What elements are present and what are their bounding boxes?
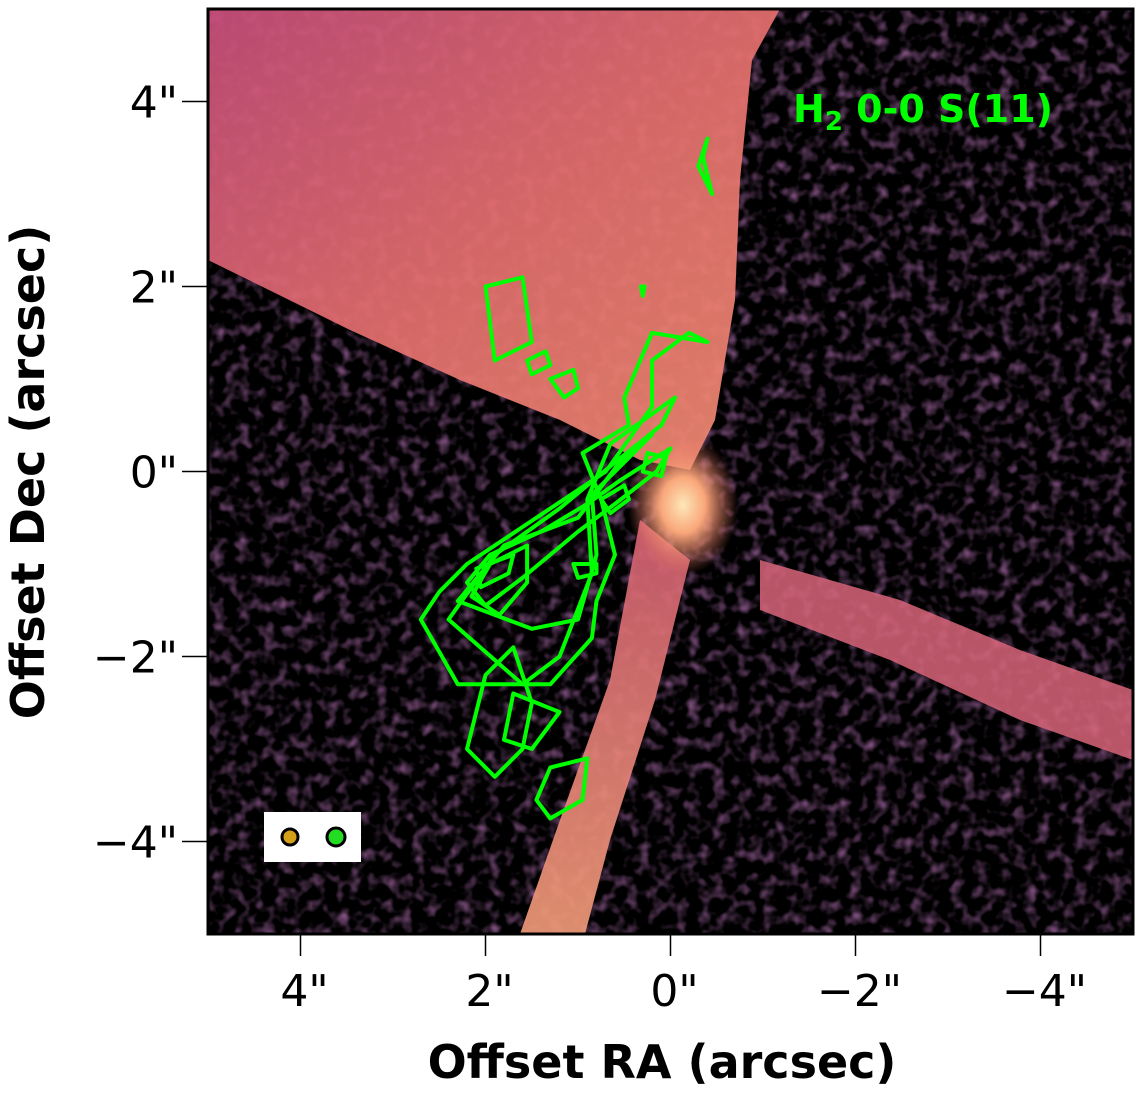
h2-contours bbox=[418, 136, 715, 821]
contour-12 bbox=[696, 136, 715, 196]
line-label: H2 0-0 S(11) bbox=[793, 87, 1053, 137]
line-label-transition: 0-0 S(11) bbox=[843, 87, 1053, 131]
y-tick-label-1: 2" bbox=[130, 263, 178, 314]
y-axis-title: Offset Dec (arcsec) bbox=[1, 225, 55, 720]
y-tick-label-2: 0" bbox=[130, 448, 178, 499]
y-tick-label-4: −4" bbox=[93, 818, 178, 869]
contour-3 bbox=[465, 446, 673, 608]
x-tick-label-2: 0" bbox=[650, 966, 698, 1017]
x-axis-title: Offset RA (arcsec) bbox=[428, 1035, 897, 1089]
contour-16 bbox=[638, 284, 647, 298]
x-tick-label-0: 4" bbox=[280, 966, 328, 1017]
line-label-subscript: 2 bbox=[825, 107, 843, 137]
contour-2 bbox=[455, 432, 654, 631]
contour-9 bbox=[534, 756, 590, 821]
image-panel bbox=[208, 9, 1133, 934]
line-label-species: H bbox=[793, 87, 825, 131]
y-tick-label-3: −2" bbox=[93, 633, 178, 684]
lower-outflow-cone bbox=[520, 520, 690, 934]
contour-11 bbox=[571, 562, 599, 580]
x-tick-label-3: −2" bbox=[817, 966, 902, 1017]
contour-6 bbox=[599, 483, 631, 516]
beam-marker-green bbox=[325, 826, 347, 848]
contour-13 bbox=[483, 275, 534, 363]
x-axis: 4" 2" 0" −2" −4" bbox=[280, 934, 1087, 1017]
contour-10 bbox=[502, 691, 562, 751]
central-source bbox=[628, 435, 738, 575]
y-tick-label-0: 4" bbox=[130, 78, 178, 129]
contour-7 bbox=[469, 543, 530, 617]
upper-outflow-cone bbox=[208, 9, 780, 470]
x-tick-label-1: 2" bbox=[465, 966, 513, 1017]
contour-15 bbox=[525, 349, 553, 377]
contour-4 bbox=[640, 451, 668, 479]
beam-marker-orange bbox=[280, 827, 300, 847]
x-tick-label-4: −4" bbox=[1002, 966, 1087, 1017]
lower-right-filament bbox=[760, 560, 1133, 760]
contour-14 bbox=[548, 367, 580, 400]
beam-legend bbox=[264, 812, 361, 862]
y-axis: 4" 2" 0" −2" −4" bbox=[93, 78, 208, 869]
contour-1 bbox=[446, 395, 678, 687]
